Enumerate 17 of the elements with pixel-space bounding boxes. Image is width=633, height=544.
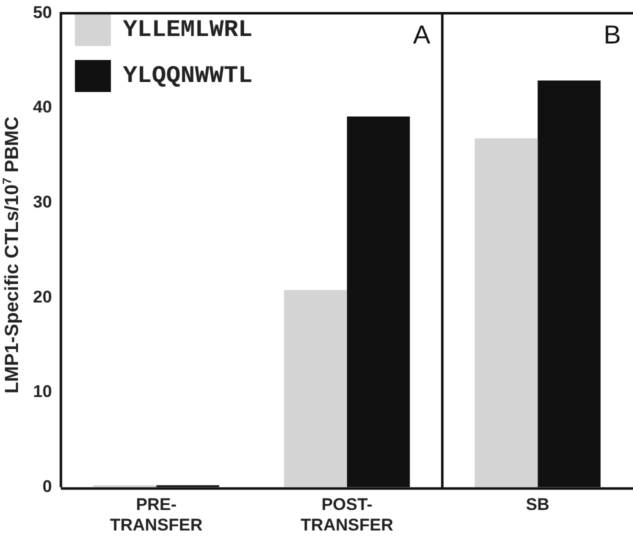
x-tick-label: SB [526, 495, 550, 514]
bar [346, 116, 410, 488]
legend-label: YLLEMLWRL [122, 17, 253, 44]
y-tick-label: 40 [32, 98, 52, 117]
legend-label: YLQQNWWTL [122, 63, 253, 90]
bar [538, 80, 601, 488]
y-tick-label: 10 [32, 382, 52, 402]
bar [474, 138, 538, 488]
annotation: A [412, 19, 431, 50]
y-tick-label: 0 [42, 476, 52, 496]
x-tick-label: POST-TRANSFER [300, 495, 394, 534]
x-tick-label: PRE-TRANSFER [110, 495, 203, 534]
y-tick-label: 50 [32, 2, 52, 22]
annotation: B [604, 19, 621, 50]
bar [284, 290, 347, 488]
y-tick-label: 30 [32, 192, 52, 212]
y-tick-label: 20 [32, 287, 52, 306]
